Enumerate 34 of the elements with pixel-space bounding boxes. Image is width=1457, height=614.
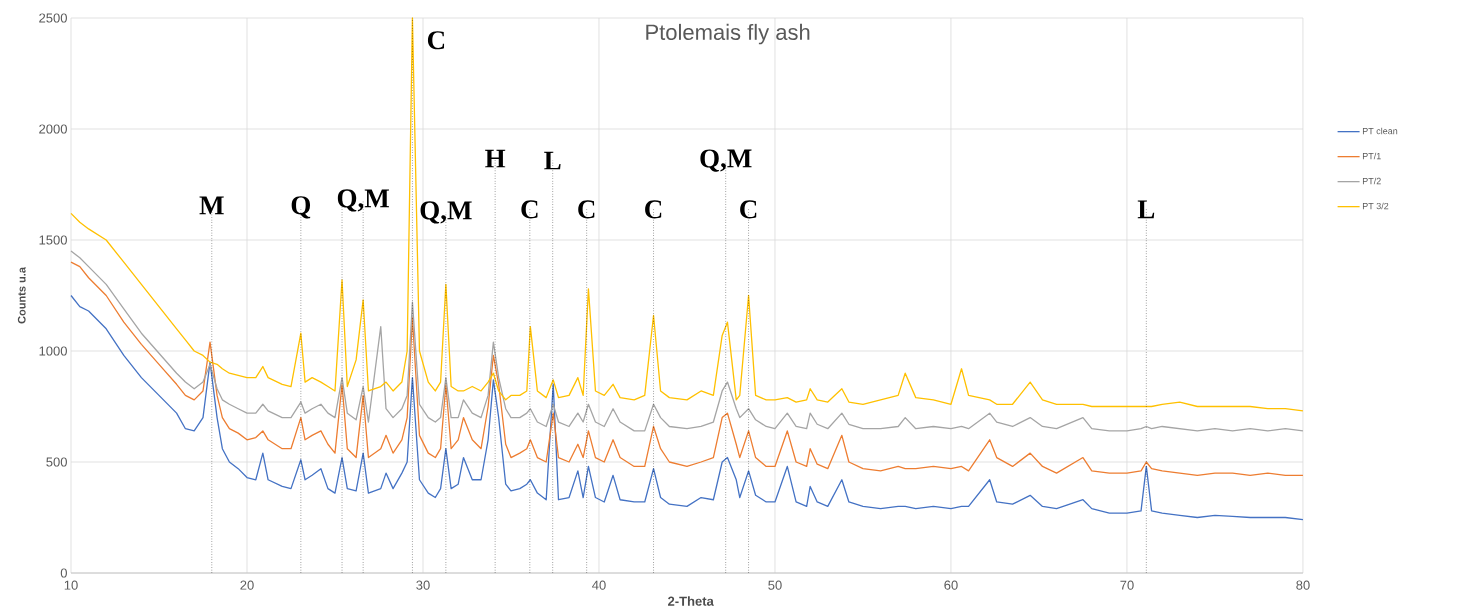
x-tick-label: 60 [944, 580, 958, 590]
annotation: C [645, 200, 662, 219]
y-tick-label: 1000 [39, 346, 67, 356]
legend-label: PT/2 [1362, 177, 1381, 185]
legend-label: PT/1 [1362, 152, 1381, 160]
y-tick-label: 2000 [39, 124, 67, 134]
annotation: Q,M [337, 189, 389, 212]
x-tick-label: 40 [592, 580, 606, 590]
x-tick-label: 10 [64, 580, 78, 590]
x-tick-label: 20 [240, 580, 254, 590]
annotation: C [740, 200, 757, 219]
y-tick-label: 500 [46, 457, 67, 467]
x-tick-label: 30 [416, 580, 430, 590]
annotation: C [578, 200, 595, 219]
x-axis-title: 2-Theta [668, 596, 714, 606]
annotation: Q,M [700, 149, 752, 172]
x-tick-label: 50 [768, 580, 782, 590]
x-tick-label: 80 [1296, 580, 1310, 590]
y-tick-label: 2500 [39, 13, 67, 23]
annotation: M [199, 196, 224, 215]
y-tick-label: 0 [60, 568, 67, 578]
annotation: Q [291, 196, 311, 219]
legend-label: PT clean [1362, 127, 1398, 135]
chart-title: Ptolemais fly ash [646, 23, 810, 45]
annotation: Q,M [420, 201, 472, 224]
x-tick-label: 70 [1120, 580, 1134, 590]
legend-label: PT 3/2 [1362, 202, 1389, 210]
y-axis-title: Counts u.a [17, 267, 26, 324]
annotation: L [544, 151, 561, 170]
annotation: L [1137, 200, 1155, 219]
y-tick-label: 1500 [39, 235, 67, 245]
annotation: C [521, 200, 538, 219]
annotation: H [485, 149, 506, 168]
annotation: C [427, 31, 445, 50]
